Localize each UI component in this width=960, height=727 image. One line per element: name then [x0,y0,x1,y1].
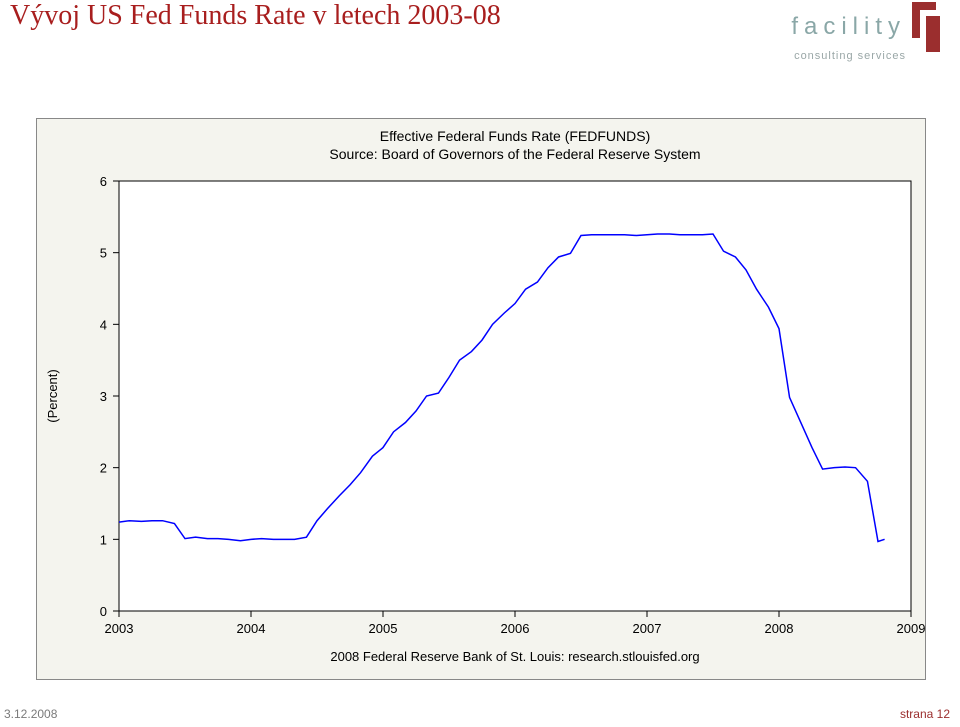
svg-text:2009: 2009 [897,621,925,636]
svg-text:5: 5 [100,246,107,261]
svg-text:2005: 2005 [369,621,398,636]
svg-text:0: 0 [100,604,107,619]
svg-text:6: 6 [100,174,107,189]
footer-date: 3.12.2008 [4,707,57,721]
svg-text:2008 Federal Reserve Bank of S: 2008 Federal Reserve Bank of St. Louis: … [330,649,699,664]
footer-page: strana 12 [900,707,950,721]
logo-word: facility [791,13,906,41]
svg-text:2008: 2008 [765,621,794,636]
svg-text:4: 4 [100,317,107,332]
fedfunds-chart: Effective Federal Funds Rate (FEDFUNDS) S… [36,118,926,680]
logo-tagline: consulting services [791,50,906,62]
svg-text:2004: 2004 [237,621,266,636]
brand-logo: facility consulting services [791,2,940,62]
svg-text:Effective Federal Funds Rate (: Effective Federal Funds Rate (FEDFUNDS) [380,128,651,144]
svg-text:Source: Board of Governors of: Source: Board of Governors of the Federa… [329,146,700,162]
svg-text:3: 3 [100,389,107,404]
logo-mark-icon [912,2,940,52]
svg-text:2: 2 [100,461,107,476]
svg-text:(Percent): (Percent) [45,369,60,422]
svg-text:2003: 2003 [105,621,134,636]
svg-text:2006: 2006 [501,621,530,636]
page-title: Vývoj US Fed Funds Rate v letech 2003-08 [10,0,501,32]
svg-text:2007: 2007 [633,621,662,636]
svg-text:1: 1 [100,532,107,547]
